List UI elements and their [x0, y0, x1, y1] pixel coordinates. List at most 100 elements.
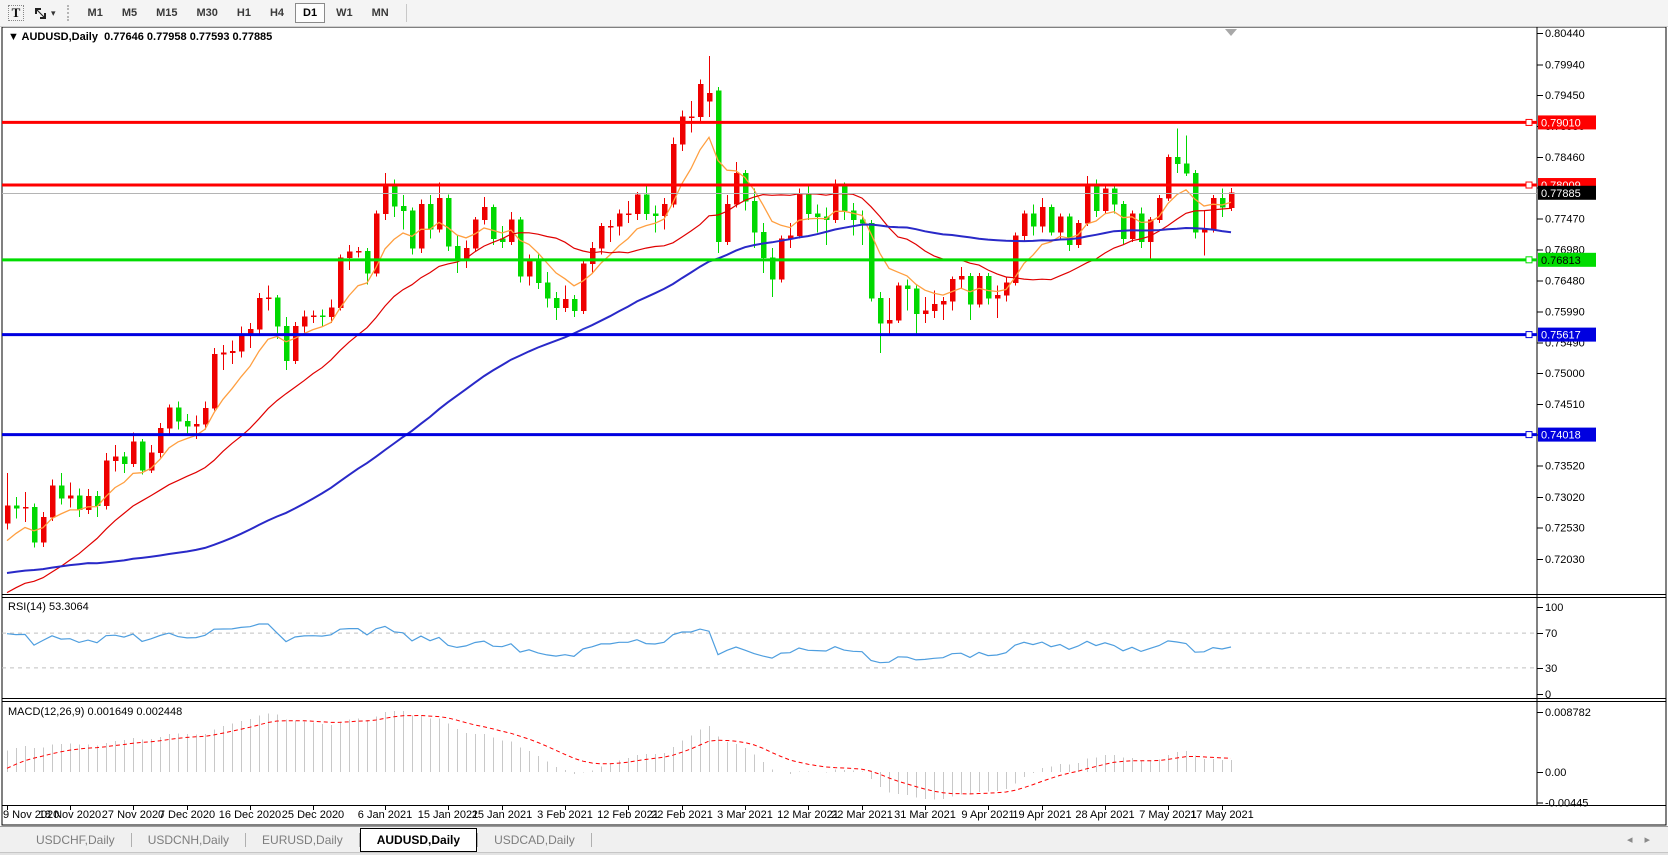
tab-scroll-left-icon[interactable]: ◂: [1626, 834, 1645, 846]
candle-body: [1048, 207, 1055, 233]
collapse-triangle-icon[interactable]: ▼: [8, 31, 19, 43]
timeframe-button-d1[interactable]: D1: [295, 3, 326, 23]
candle-body: [607, 225, 614, 228]
date-tick-label: 7 Dec 2020: [159, 809, 215, 821]
candle-body: [76, 495, 83, 510]
candle-body: [661, 204, 668, 216]
timeframe-button-m15[interactable]: M15: [156, 7, 178, 19]
hline-anchor-handle[interactable]: [1525, 181, 1533, 189]
chart-tab-usdcnh[interactable]: USDCNH,Daily: [147, 833, 230, 847]
candle-body: [913, 288, 920, 315]
candle-body: [751, 200, 758, 233]
hline-anchor-handle[interactable]: [1525, 331, 1533, 339]
candle-body: [103, 460, 110, 507]
candle-body: [13, 505, 20, 509]
candle-body: [1174, 157, 1181, 164]
candle-body: [382, 183, 389, 214]
rsi-tick-label: 30: [1545, 663, 1557, 675]
candle-body: [67, 495, 74, 499]
macd-axis[interactable]: 0.008782 0.00 -0.00445: [1537, 707, 1591, 809]
hline-anchor-handle[interactable]: [1525, 256, 1533, 264]
candle-body: [1102, 188, 1109, 211]
rsi-indicator-label: RSI(14) 53.3064: [8, 601, 89, 613]
candle-body: [418, 204, 425, 249]
rsi-line: [6, 623, 1232, 664]
date-tick-label: 9 Apr 2021: [961, 809, 1014, 821]
date-tick-label: 19 Apr 2021: [1012, 809, 1071, 821]
candle-body: [1138, 213, 1145, 243]
candle-body: [1228, 192, 1235, 208]
rsi-tick-label: 0: [1545, 689, 1551, 701]
date-tick-label: 25 Dec 2020: [282, 809, 344, 821]
chart-title: ▼ AUDUSD,Daily 0.77646 0.77958 0.77593 0…: [8, 31, 272, 43]
dropdown-caret-icon: ▾: [51, 7, 56, 18]
price-tick-label: 0.73020: [1545, 492, 1585, 504]
timeframe-button-m1[interactable]: M1: [87, 7, 103, 19]
hline-anchor-handle[interactable]: [1525, 118, 1533, 126]
candle-body: [265, 297, 272, 299]
date-tick-label: 27 Nov 2020: [102, 809, 164, 821]
candle-body: [355, 250, 362, 253]
candle-body: [445, 197, 452, 247]
candle-body: [796, 194, 803, 236]
ma-line-fast: [6, 135, 1232, 542]
current-price-badge: 0.77885: [1541, 188, 1581, 200]
macd-tick-label: -0.00445: [1545, 797, 1588, 809]
candle-body: [814, 213, 821, 218]
candle-body: [256, 297, 263, 330]
hline-anchor-handle[interactable]: [1525, 431, 1533, 439]
hline-price-badge: 0.76813: [1541, 255, 1581, 267]
candle-body: [490, 207, 497, 239]
chart-shift-marker-icon[interactable]: [1225, 29, 1237, 36]
candle-body: [85, 496, 92, 510]
candle-body: [643, 194, 650, 214]
tab-divider: [130, 833, 132, 847]
candle-body: [283, 326, 290, 361]
candle-body: [832, 185, 839, 221]
timeframe-button-w1[interactable]: W1: [336, 7, 353, 19]
chart-tab-bar: USDCHF,Daily USDCNH,Daily EURUSD,Daily AUDU…: [0, 826, 1668, 853]
tab-divider: [590, 833, 592, 847]
candle-body: [634, 194, 641, 214]
tab-scroll-right-icon[interactable]: ▸: [1644, 834, 1662, 846]
arrow-objects-icon: [35, 8, 46, 19]
candle-body: [715, 90, 722, 243]
candle-body: [301, 316, 308, 327]
chart-tab-audusd[interactable]: AUDUSD,Daily: [359, 827, 478, 852]
macd-signal-line: [6, 714, 1232, 795]
chart-window-border: [1, 26, 1667, 826]
macd-histogram: [7, 710, 1232, 800]
arrow-objects-tool-button[interactable]: ▾: [32, 2, 57, 24]
candle-body: [688, 116, 695, 119]
timeframe-button-m5[interactable]: M5: [121, 7, 138, 19]
candle-body: [175, 407, 182, 422]
candle-body: [373, 213, 380, 274]
chart-tab-eurusd[interactable]: EURUSD,Daily: [262, 833, 343, 847]
tabs-holder: USDCHF,Daily USDCNH,Daily EURUSD,Daily AUDU…: [20, 827, 592, 852]
timeframe-button-h4[interactable]: H4: [269, 7, 285, 19]
chart-tab-usdchf[interactable]: USDCHF,Daily: [36, 833, 115, 847]
timeframe-button-mn[interactable]: MN: [371, 7, 389, 19]
candle-body: [1111, 188, 1118, 205]
price-tick-label: 0.72030: [1545, 554, 1585, 566]
chart-tab-usdcad[interactable]: USDCAD,Daily: [494, 833, 575, 847]
date-tick-label: 18 Nov 2020: [39, 809, 101, 821]
tab-divider: [245, 833, 247, 847]
candle-body: [895, 285, 902, 321]
rsi-axis[interactable]: 100 70 30 0: [1537, 602, 1563, 701]
timeframe-button-h1[interactable]: H1: [236, 7, 251, 19]
price-tick-label: 0.78460: [1545, 152, 1585, 164]
toolbar-grip[interactable]: [66, 5, 72, 21]
date-tick-label: 17 May 2021: [1190, 809, 1254, 821]
toolbar-separator: [405, 4, 407, 22]
candle-body: [292, 326, 299, 361]
timeframe-button-m30[interactable]: M30: [196, 7, 218, 19]
candle-body: [391, 183, 398, 207]
candle-body: [1021, 213, 1028, 236]
price-axis[interactable]: 0.804400.799400.794500.789500.784600.779…: [1537, 28, 1585, 566]
date-tick-label: 28 Apr 2021: [1075, 809, 1134, 821]
hline-price-badge: 0.74018: [1541, 430, 1581, 442]
text-label-tool-button[interactable]: T: [4, 2, 28, 24]
